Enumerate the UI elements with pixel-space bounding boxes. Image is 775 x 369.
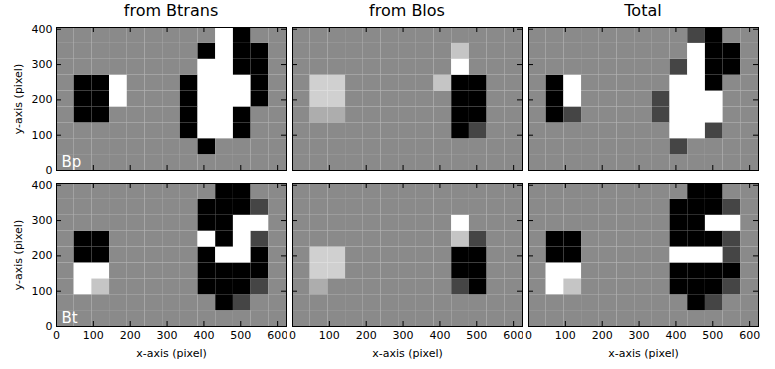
html-text:from Blos: from Blos: [369, 1, 445, 20]
svg-text:400: 400: [193, 329, 214, 342]
svg-text:100: 100: [555, 329, 576, 342]
svg-text:100: 100: [319, 329, 340, 342]
svg-text:100: 100: [32, 285, 53, 298]
svg-text:300: 300: [393, 329, 414, 342]
svg-text:Bp: Bp: [62, 153, 82, 171]
svg-text:400: 400: [32, 23, 53, 36]
svg-text:200: 200: [592, 329, 613, 342]
svg-text:y-axis (pixel): y-axis (pixel): [12, 64, 25, 134]
svg-text:300: 300: [157, 329, 178, 342]
svg-text:400: 400: [32, 179, 53, 192]
svg-text:300: 300: [629, 329, 650, 342]
svg-text:500: 500: [466, 329, 487, 342]
svg-text:0: 0: [289, 329, 296, 342]
svg-text:Bt: Bt: [62, 309, 78, 327]
svg-text:400: 400: [665, 329, 686, 342]
svg-text:x-axis (pixel): x-axis (pixel): [608, 347, 679, 360]
svg-text:100: 100: [32, 129, 53, 142]
svg-text:500: 500: [230, 329, 251, 342]
svg-text:300: 300: [32, 58, 53, 71]
svg-text:y-axis (pixel): y-axis (pixel): [12, 220, 25, 290]
svg-text:500: 500: [702, 329, 723, 342]
svg-text:0: 0: [53, 329, 60, 342]
svg-text:400: 400: [429, 329, 450, 342]
html-text:Total: Total: [624, 1, 662, 20]
svg-text:600: 600: [739, 329, 760, 342]
svg-text:x-axis (pixel): x-axis (pixel): [136, 347, 207, 360]
svg-text:300: 300: [32, 214, 53, 227]
svg-text:600: 600: [503, 329, 524, 342]
svg-text:x-axis (pixel): x-axis (pixel): [372, 347, 443, 360]
svg-text:100: 100: [83, 329, 104, 342]
svg-text:600: 600: [267, 329, 288, 342]
html-text:from Btrans: from Btrans: [123, 1, 219, 20]
svg-text:200: 200: [356, 329, 377, 342]
svg-text:0: 0: [45, 164, 53, 177]
svg-text:0: 0: [525, 329, 532, 342]
svg-text:200: 200: [32, 93, 53, 106]
svg-text:0: 0: [46, 320, 53, 333]
svg-text:200: 200: [32, 249, 53, 262]
svg-text:200: 200: [120, 329, 141, 342]
